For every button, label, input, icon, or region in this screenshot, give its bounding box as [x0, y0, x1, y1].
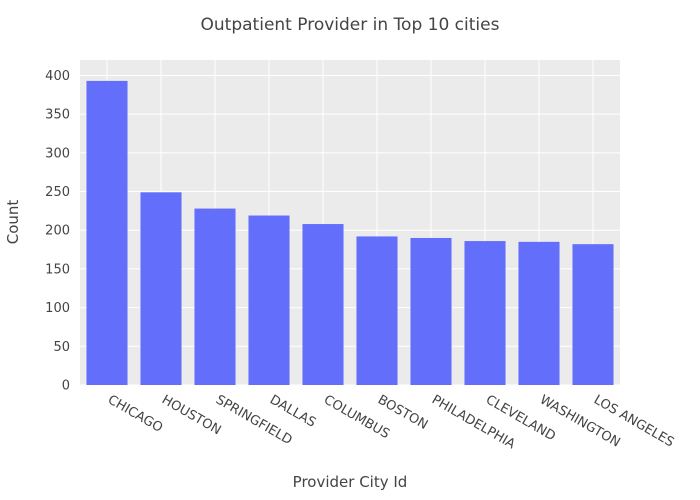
y-tick-label: 100 [45, 301, 70, 316]
x-tick-label: CHICAGO [105, 392, 165, 435]
y-tick-label: 250 [45, 185, 70, 200]
y-tick-label: 0 [62, 379, 70, 394]
bar-chicago[interactable] [86, 80, 128, 386]
y-tick-label: 400 [45, 69, 70, 84]
bars [86, 80, 614, 386]
bar-springfield[interactable] [194, 208, 236, 385]
y-axis-title: Count [4, 200, 22, 245]
y-axis-ticks: 0 50 100 150 200 250 300 350 400 [45, 69, 70, 394]
x-axis-title: Provider City Id [293, 473, 408, 491]
bar-washington[interactable] [518, 241, 560, 385]
bar-boston[interactable] [356, 236, 398, 385]
bar-cleveland[interactable] [464, 241, 506, 385]
y-tick-label: 50 [53, 340, 70, 355]
y-tick-label: 350 [45, 108, 70, 123]
bar-columbus[interactable] [302, 224, 344, 385]
chart-title: Outpatient Provider in Top 10 cities [201, 15, 500, 35]
y-tick-label: 300 [45, 146, 70, 161]
x-tick-label: HOUSTON [159, 392, 223, 438]
bar-los-angeles[interactable] [572, 244, 614, 385]
y-tick-label: 150 [45, 262, 70, 277]
bar-houston[interactable] [140, 192, 182, 385]
bar-philadelphia[interactable] [410, 237, 452, 385]
y-tick-label: 200 [45, 224, 70, 239]
bar-dallas[interactable] [248, 215, 290, 385]
